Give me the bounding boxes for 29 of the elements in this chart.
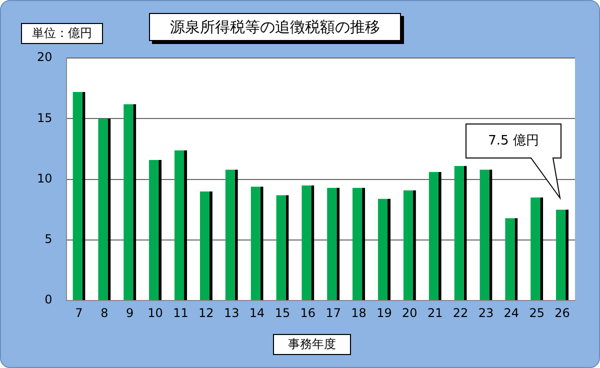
x-tick-label: 26 — [554, 306, 570, 320]
y-tick-label: 0 — [44, 292, 52, 307]
x-tick-label: 9 — [126, 306, 134, 320]
x-tick-label: 21 — [427, 306, 443, 320]
x-tick-label: 7 — [75, 306, 83, 320]
x-tick-label: 8 — [100, 306, 108, 320]
chart-title: 源泉所得税等の追徴税額の推移 — [149, 13, 401, 41]
x-tick-label: 22 — [452, 306, 468, 320]
x-tick-label: 24 — [504, 306, 520, 320]
y-tick-label: 10 — [36, 171, 52, 186]
x-tick-label: 13 — [224, 306, 240, 320]
y-tick-label: 20 — [36, 50, 52, 64]
x-tick-label: 14 — [249, 306, 265, 320]
x-tick-label: 15 — [274, 306, 290, 320]
x-tick-label: 19 — [376, 306, 392, 320]
y-tick-label: 5 — [44, 232, 52, 246]
x-tick-label: 18 — [351, 306, 366, 320]
y-axis-title: 単位：億円 — [21, 23, 103, 44]
x-tick-label: 17 — [326, 306, 341, 320]
x-axis-title: 事務年度 — [273, 334, 351, 355]
x-tick-label: 12 — [198, 306, 214, 320]
x-tick-label: 20 — [402, 306, 418, 320]
x-tick-label: 25 — [529, 306, 544, 320]
y-tick-label: 15 — [36, 110, 52, 125]
x-tick-label: 10 — [148, 306, 163, 320]
x-tick-label: 11 — [173, 306, 188, 320]
x-tick-label: 16 — [300, 306, 316, 320]
x-tick-label: 23 — [478, 306, 494, 320]
annotation: 7.5 億円 — [488, 133, 539, 148]
